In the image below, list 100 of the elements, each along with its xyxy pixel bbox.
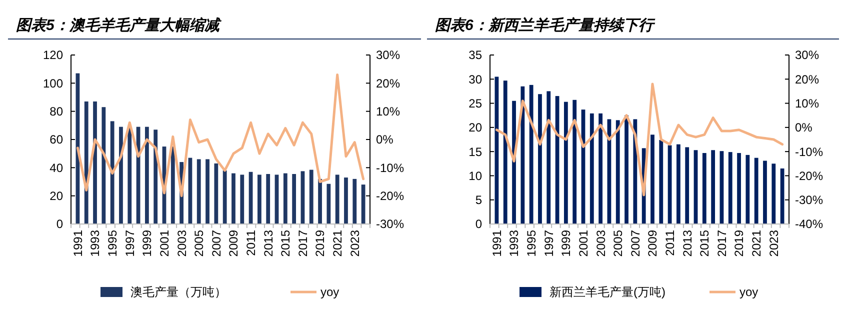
x-tick-label: 2017: [296, 230, 310, 257]
bar: [170, 146, 175, 224]
x-tick-label: 2003: [593, 230, 608, 257]
bar: [502, 80, 507, 224]
y-tick-label: 80: [50, 104, 64, 119]
y-tick-label: 20: [468, 120, 482, 135]
chart-title: 图表6：新西兰羊毛产量持续下行: [434, 16, 655, 34]
x-tick-label: 2007: [209, 230, 224, 257]
x-tick-label: 2007: [628, 230, 642, 257]
y-tick-label: 0: [474, 217, 482, 232]
y2-tick-label: 0%: [794, 120, 812, 135]
bar: [771, 164, 776, 224]
x-tick-label: 1993: [506, 230, 521, 257]
x-tick-label: 1993: [88, 230, 102, 257]
bar: [326, 184, 331, 224]
x-tick-label: 2021: [749, 230, 764, 257]
y2-tick-label: 0%: [376, 132, 394, 147]
bar: [283, 173, 288, 224]
bar: [352, 178, 357, 224]
x-tick-label: 2019: [313, 230, 328, 257]
bar: [650, 134, 654, 224]
bar: [266, 174, 270, 224]
line-series: [494, 82, 784, 196]
bar: [318, 178, 322, 224]
x-tick-label: 2023: [348, 230, 362, 257]
x-tick-label: 1997: [541, 230, 556, 257]
bar: [335, 174, 340, 224]
y2-tick-label: -10%: [376, 160, 404, 175]
x-tick-label: 2015: [697, 230, 712, 257]
y-tick-label: 5: [474, 193, 482, 208]
bar: [512, 100, 516, 224]
x-tick-label: 1999: [140, 230, 154, 257]
x-tick-label: 2021: [330, 230, 345, 257]
bar: [128, 126, 132, 224]
bar: [196, 159, 201, 224]
x-tick-label: 2017: [714, 230, 728, 257]
x-tick-label: 2001: [157, 230, 172, 257]
y-tick-label: 20: [50, 189, 64, 204]
bar: [154, 130, 158, 224]
bar: [206, 159, 210, 224]
bar: [257, 174, 262, 224]
legend-label: 澳毛产量（万吨）: [130, 285, 226, 300]
y-tick-label: 0: [56, 217, 64, 232]
bar: [762, 160, 766, 224]
y-tick-label: 120: [42, 48, 64, 62]
y2-tick-label: -20%: [794, 168, 823, 183]
bar: [632, 119, 637, 224]
legend-label: yoy: [739, 285, 758, 300]
x-tick-label: 1995: [524, 230, 538, 257]
x-tick-label: 1995: [106, 230, 120, 257]
x-tick-label: 1991: [70, 230, 85, 257]
bar: [110, 121, 114, 224]
y-tick-label: 15: [468, 144, 482, 159]
y2-tick-label: 20%: [794, 72, 819, 86]
bar: [546, 91, 550, 224]
y2-tick-label: -10%: [794, 144, 823, 159]
bar: [710, 150, 715, 224]
x-tick-label: 2015: [278, 230, 293, 257]
bar: [292, 174, 296, 224]
chart-title: 图表5：澳毛羊毛产量大幅缩减: [16, 16, 222, 34]
bar: [528, 84, 533, 224]
bar: [624, 115, 628, 224]
y-tick-label: 10: [468, 168, 482, 183]
bar: [615, 120, 620, 224]
bar: [144, 126, 149, 224]
y2-tick-label: 20%: [376, 76, 400, 90]
y-tick-label: 25: [468, 96, 482, 110]
y2-tick-label: -30%: [376, 217, 404, 232]
bar: [309, 170, 314, 224]
bar: [93, 101, 97, 224]
x-tick-label: 2009: [645, 230, 660, 257]
y-tick-label: 35: [468, 48, 482, 62]
bar: [84, 101, 88, 224]
x-tick-label: 2011: [244, 230, 258, 256]
x-tick-label: 2013: [261, 230, 276, 257]
y2-tick-label: 30%: [376, 48, 400, 62]
line-series: [76, 73, 365, 198]
y2-tick-label: 30%: [794, 48, 819, 62]
bar: [102, 107, 106, 224]
x-tick-label: 2011: [662, 230, 676, 256]
x-tick-label: 2009: [226, 230, 241, 257]
x-tick-label: 1999: [558, 230, 573, 257]
x-tick-label: 2013: [680, 230, 694, 257]
bar: [589, 113, 594, 224]
x-tick-label: 2003: [174, 230, 189, 257]
bar: [222, 170, 227, 224]
bar: [598, 113, 602, 224]
x-tick-label: 2023: [766, 230, 780, 257]
bar: [520, 86, 524, 224]
y-tick-label: 40: [50, 160, 64, 175]
x-tick-label: 1991: [489, 230, 504, 257]
bar: [240, 174, 244, 224]
bar: [572, 100, 576, 224]
bar: [702, 153, 706, 224]
x-tick-label: 2005: [192, 230, 206, 257]
y-tick-label: 100: [42, 76, 64, 90]
bar: [745, 154, 750, 224]
bar: [658, 140, 663, 224]
y2-tick-label: -40%: [794, 217, 823, 232]
x-tick-label: 2019: [732, 230, 746, 257]
